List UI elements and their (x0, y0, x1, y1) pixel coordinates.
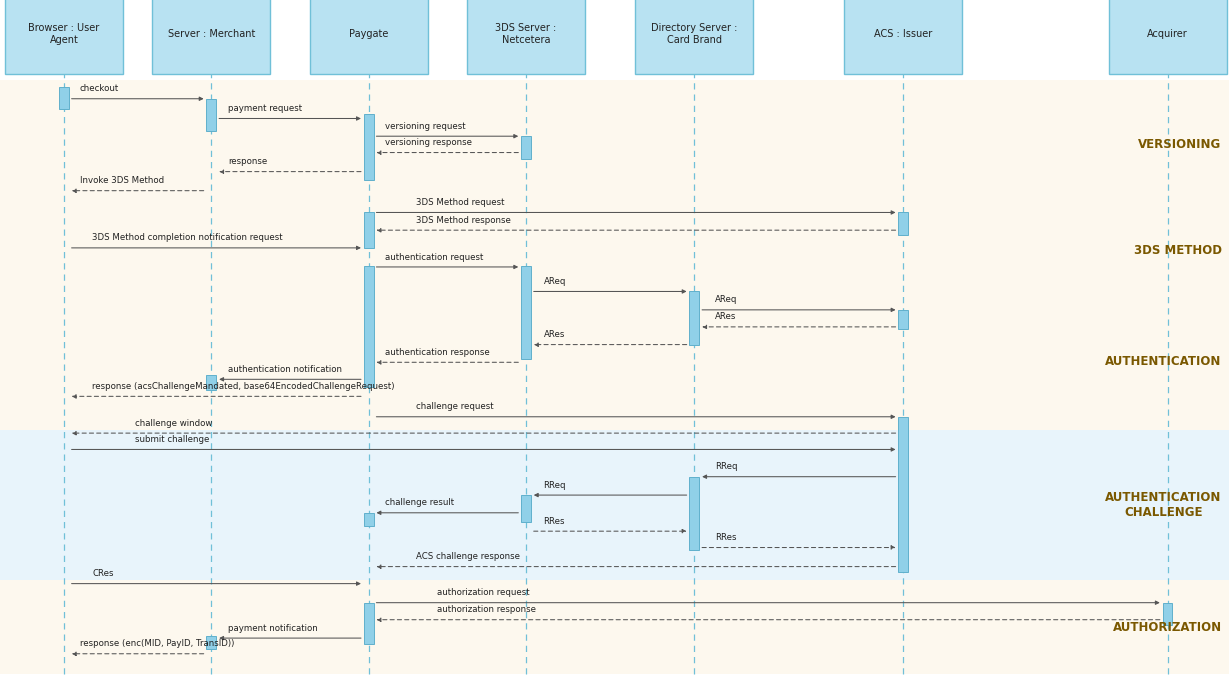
Bar (206, 636, 216, 649)
Bar (898, 310, 908, 329)
Text: authentication response: authentication response (386, 348, 490, 357)
Text: 3DS Method request: 3DS Method request (415, 198, 504, 207)
Text: AReq: AReq (715, 296, 737, 304)
FancyBboxPatch shape (310, 0, 428, 74)
Text: versioning response: versioning response (386, 138, 472, 147)
Bar (1163, 603, 1172, 625)
Text: Invoke 3DS Method: Invoke 3DS Method (80, 176, 163, 185)
Bar (521, 266, 531, 359)
Text: 3DS METHOD: 3DS METHOD (1133, 244, 1222, 257)
Bar (898, 212, 908, 235)
FancyBboxPatch shape (635, 0, 753, 74)
Text: ARes: ARes (715, 313, 736, 321)
Bar (364, 212, 374, 248)
Text: Server : Merchant: Server : Merchant (167, 29, 256, 39)
Bar (521, 136, 531, 159)
Bar (0, 580, 1229, 674)
Bar (206, 375, 216, 390)
Bar (206, 99, 216, 131)
Text: AReq: AReq (543, 277, 567, 286)
Text: Acquirer: Acquirer (1147, 29, 1188, 39)
FancyBboxPatch shape (152, 0, 270, 74)
Text: response (acsChallengeMandated, base64EncodedChallengeRequest): response (acsChallengeMandated, base64En… (92, 382, 395, 391)
Bar (521, 495, 531, 522)
Text: 3DS Method response: 3DS Method response (415, 216, 510, 225)
FancyBboxPatch shape (467, 0, 585, 74)
FancyBboxPatch shape (5, 0, 123, 74)
Text: 3DS Method completion notification request: 3DS Method completion notification reque… (92, 234, 283, 242)
Text: Directory Server :
Card Brand: Directory Server : Card Brand (651, 23, 737, 45)
Text: CRes: CRes (92, 569, 114, 578)
Text: RReq: RReq (543, 481, 567, 490)
Bar (0, 294, 1229, 430)
Text: RRes: RRes (543, 517, 565, 526)
Text: challenge request: challenge request (415, 402, 493, 411)
Text: RRes: RRes (715, 533, 736, 542)
Bar (364, 603, 374, 644)
Text: VERSIONING: VERSIONING (1138, 138, 1222, 151)
Bar (0, 80, 1229, 208)
Text: ACS challenge response: ACS challenge response (415, 552, 520, 561)
Text: Browser : User
Agent: Browser : User Agent (28, 23, 100, 45)
Bar (898, 417, 908, 572)
Text: RReq: RReq (715, 462, 737, 471)
Text: submit challenge: submit challenge (135, 435, 210, 444)
FancyBboxPatch shape (1109, 0, 1227, 74)
Bar (364, 266, 374, 387)
Text: AUTHENTICATION: AUTHENTICATION (1105, 355, 1222, 368)
Text: challenge window: challenge window (135, 419, 213, 428)
Text: authentication request: authentication request (386, 253, 484, 262)
Text: authentication notification: authentication notification (229, 365, 342, 374)
Text: payment request: payment request (229, 104, 302, 113)
Text: challenge result: challenge result (386, 498, 455, 507)
Bar (364, 513, 374, 526)
FancyBboxPatch shape (844, 0, 962, 74)
Text: payment notification: payment notification (229, 624, 318, 633)
Text: authorization response: authorization response (436, 605, 536, 614)
Bar (689, 477, 699, 550)
Bar (59, 87, 69, 109)
Text: ARes: ARes (543, 330, 565, 339)
Text: versioning request: versioning request (386, 122, 466, 131)
Text: checkout: checkout (80, 84, 119, 93)
Text: AUTHENTICATION
CHALLENGE: AUTHENTICATION CHALLENGE (1105, 491, 1222, 520)
Text: Paygate: Paygate (349, 29, 388, 39)
Text: AUTHORIZATION: AUTHORIZATION (1112, 620, 1222, 634)
Text: response (enc(MID, PayID, TransID)): response (enc(MID, PayID, TransID)) (80, 639, 235, 648)
Text: authorization request: authorization request (436, 588, 530, 597)
Bar (0, 430, 1229, 580)
Text: 3DS Server :
Netcetera: 3DS Server : Netcetera (495, 23, 557, 45)
Bar (364, 114, 374, 180)
Bar (689, 291, 699, 345)
Text: response: response (229, 157, 268, 166)
Bar (0, 208, 1229, 294)
Text: ACS : Issuer: ACS : Issuer (874, 29, 933, 39)
